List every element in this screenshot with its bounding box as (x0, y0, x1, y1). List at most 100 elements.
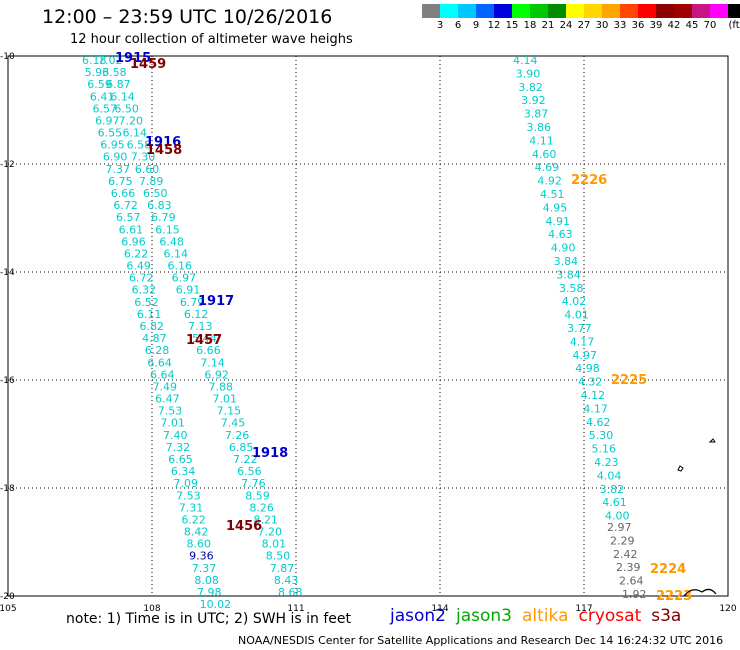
wave-height-label: 7.88 (208, 380, 233, 393)
legend-label: 24 (559, 20, 573, 31)
pass-time-label: 2224 (650, 562, 686, 577)
note-text: note: 1) Time is in UTC; 2) SWH is in fe… (66, 611, 352, 627)
wave-height-label: 8.01 (262, 538, 287, 551)
wave-height-label: 6.11 (137, 308, 162, 321)
wave-height-label: 7.49 (153, 380, 178, 393)
wave-height-label: 3.82 (518, 81, 543, 94)
legend-swatch (422, 4, 440, 18)
lon-tick-label: 117 (575, 604, 592, 614)
legend-label: 12 (487, 20, 501, 31)
wave-height-label: 4.95 (543, 201, 568, 214)
satellite-legend-jason2: jason2 (390, 606, 446, 626)
wave-height-label: 6.58 (127, 139, 151, 152)
lon-tick-label: 108 (143, 604, 160, 614)
wave-height-label: 6.64 (150, 368, 175, 381)
legend-swatch (530, 4, 548, 18)
wave-height-label: 6.58 (102, 66, 127, 79)
legend-swatch (494, 4, 512, 18)
wave-height-label: 6.41 (90, 90, 115, 103)
wave-height-label: 3.84 (556, 268, 581, 281)
wave-height-label: 6.48 (159, 235, 184, 248)
legend-swatch (512, 4, 530, 18)
wave-height-label: 7.13 (188, 320, 213, 333)
wave-height-label: 4.32 (578, 376, 603, 389)
pass-time-label: 2225 (611, 373, 647, 388)
wave-height-label: 3.92 (521, 94, 546, 107)
wave-height-label: 4.04 (597, 469, 622, 482)
island-outline (677, 465, 684, 472)
legend-swatch (692, 4, 710, 18)
pass-time-label: 2223 (656, 589, 692, 604)
lat-tick-label: -18 (0, 484, 15, 494)
wave-height-label: 6.87 (106, 78, 131, 91)
wave-height-label: 6.61 (119, 223, 144, 236)
wave-height-label: 6.91 (176, 284, 201, 297)
wave-height-label: 4.11 (529, 134, 554, 147)
legend-label: 70 (703, 20, 717, 31)
legend-label: 27 (577, 20, 591, 31)
lon-tick-label: 120 (719, 604, 736, 614)
wave-height-label: 6.50 (143, 187, 168, 200)
wave-height-label: 4.69 (535, 161, 560, 174)
satellite-legend: jason2 jason3 altika cryosat s3a (390, 606, 691, 626)
pass-time-label: 1917 (198, 294, 234, 309)
wave-height-label: 6.97 (172, 272, 197, 285)
map-title: 12:00 – 23:59 UTC 10/26/2016 (42, 6, 333, 28)
wave-height-label: 6.32 (132, 284, 157, 297)
wave-height-label: 6.15 (155, 223, 180, 236)
legend-swatch (728, 4, 740, 18)
wave-height-label: 2.39 (616, 561, 641, 574)
wave-height-label: 4.17 (570, 335, 595, 348)
wave-height-label: 5.93 (85, 66, 110, 79)
legend-label: 36 (631, 20, 645, 31)
wave-height-label: 8.68 (278, 586, 303, 599)
wave-height-label: 3.84 (554, 255, 579, 268)
wave-height-label: 6.65 (168, 453, 193, 466)
wave-height-label: 7.40 (163, 429, 188, 442)
wave-height-label: 8.43 (274, 574, 299, 587)
lat-tick-label: -20 (0, 592, 15, 602)
pass-time-label: 1457 (186, 333, 222, 348)
coastline (683, 588, 717, 597)
legend-swatch (638, 4, 656, 18)
lat-tick-label: -16 (0, 376, 15, 386)
wave-height-label: 6.96 (121, 235, 146, 248)
legend-swatch (476, 4, 494, 18)
wave-height-label: 7.14 (200, 356, 225, 369)
wave-height-label: 6.79 (151, 211, 176, 224)
wave-height-label: 6.59 (87, 78, 112, 91)
wave-height-label: 4.90 (551, 242, 576, 255)
wave-height-label: 4.01 (564, 309, 589, 322)
wave-height-label: 4.14 (513, 54, 538, 67)
wave-height-label: 7.01 (213, 393, 238, 406)
legend-swatch (548, 4, 566, 18)
wave-height-label: 6.57 (92, 102, 117, 115)
legend-label: 39 (649, 20, 663, 31)
wave-height-label: 4.51 (540, 188, 565, 201)
wave-height-label: 5.30 (589, 429, 614, 442)
wave-height-label: 6.66 (111, 187, 136, 200)
lat-tick-label: -10 (0, 52, 15, 62)
lon-tick-label: 114 (431, 604, 448, 614)
wave-height-label: 6.47 (155, 393, 180, 406)
wave-height-label: 4.97 (573, 349, 598, 362)
legend-swatches (422, 4, 740, 18)
satellite-legend-cryosat: cryosat (578, 606, 642, 626)
wave-height-label: 2.42 (613, 548, 638, 561)
legend-swatch (566, 4, 584, 18)
wave-height-label: 6.64 (147, 356, 172, 369)
wave-height-label: 6.90 (103, 151, 128, 164)
wave-height-label: 7.02 (98, 54, 123, 67)
wave-height-label: 2.64 (619, 575, 644, 588)
wave-height-label: 8.60 (187, 538, 212, 551)
wave-height-label: 6.14 (123, 127, 148, 140)
wave-height-label: 7.45 (221, 417, 246, 430)
legend-label: 30 (595, 20, 609, 31)
wave-height-label: 6.82 (140, 320, 165, 333)
legend-swatch (440, 4, 458, 18)
legend-label: 6 (454, 20, 462, 31)
wave-height-label: 6.52 (134, 296, 159, 309)
wave-height-label: 4.63 (548, 228, 573, 241)
